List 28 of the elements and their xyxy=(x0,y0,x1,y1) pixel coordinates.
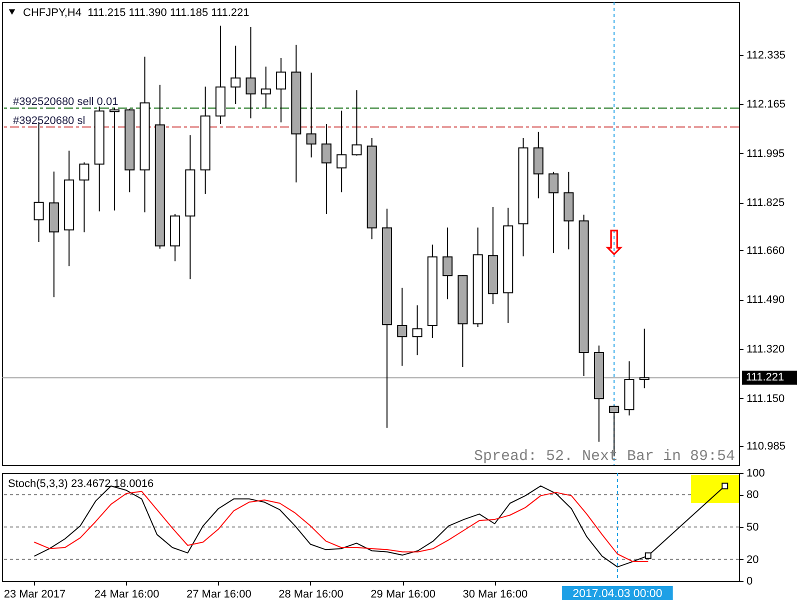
x-tick-label: 30 Mar 16:00 xyxy=(462,588,528,600)
y-tick-label: 111.490 xyxy=(746,294,785,306)
y-tick-label: 0 xyxy=(746,576,753,588)
y-tick-label: 111.995 xyxy=(746,148,785,160)
ref-line-label: #392520680 sell 0.01 xyxy=(13,96,118,108)
x-tick-label: 2017.04.03 00:00 xyxy=(572,588,662,600)
y-tick-label: 111.150 xyxy=(746,392,785,405)
x-tick-label: 29 Mar 16:00 xyxy=(370,588,436,600)
y-tick-label: 110.985 xyxy=(746,440,786,453)
ref-line-label: 111.221 xyxy=(746,372,784,384)
chart-title: CHFJPY,H4 111.215 111.390 111.185 111.221 xyxy=(23,7,250,19)
x-tick-label: 28 Mar 16:00 xyxy=(278,588,344,600)
chart-title: Stoch(5,3,3) 23.4672 18.0016 xyxy=(8,478,154,490)
y-tick-label: 50 xyxy=(746,522,759,534)
y-tick-label: 80 xyxy=(746,489,759,502)
y-tick-label: 111.825 xyxy=(746,197,785,210)
y-tick-label: 111.320 xyxy=(746,344,785,356)
annotation: ⇩ xyxy=(600,224,628,264)
y-tick-label: 100 xyxy=(746,468,765,480)
y-tick-label: 111.660 xyxy=(746,244,785,257)
ref-line-label: #392520680 sl xyxy=(13,114,86,127)
y-tick-label: 20 xyxy=(746,554,759,566)
x-tick-label: 23 Mar 2017 xyxy=(4,588,66,600)
x-tick-label: 27 Mar 16:00 xyxy=(186,588,252,600)
y-tick-label: 112.335 xyxy=(746,49,786,62)
x-tick-label: 24 Mar 16:00 xyxy=(94,588,160,600)
y-tick-label: 112.165 xyxy=(746,98,786,111)
annotation: Spread: 52. Next Bar in 89:54 xyxy=(474,448,735,465)
